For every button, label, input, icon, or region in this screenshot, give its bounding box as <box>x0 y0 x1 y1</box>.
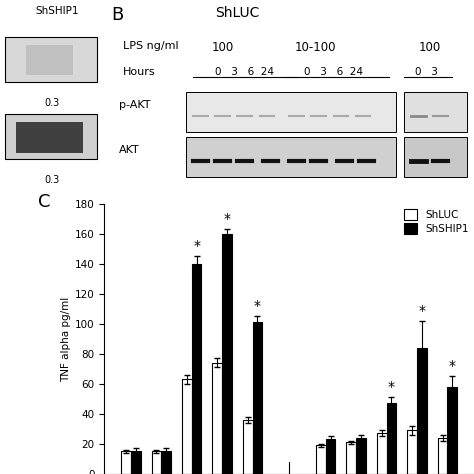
Text: ShLUC: ShLUC <box>215 6 260 20</box>
Bar <box>346 443 356 474</box>
Bar <box>26 45 73 75</box>
Text: Hours: Hours <box>123 67 155 77</box>
Text: 0.3: 0.3 <box>45 98 60 108</box>
Bar <box>152 451 161 474</box>
Text: 10-100: 10-100 <box>294 41 336 54</box>
Text: 100: 100 <box>211 41 234 54</box>
Bar <box>253 322 262 474</box>
Bar <box>387 403 396 474</box>
Bar <box>377 433 387 474</box>
Bar <box>222 234 232 474</box>
Bar <box>356 438 366 474</box>
Text: LPS ng/ml: LPS ng/ml <box>123 41 178 51</box>
Bar <box>407 430 417 474</box>
Bar <box>404 92 466 133</box>
Text: 0   3   6  24: 0 3 6 24 <box>304 67 363 77</box>
Bar <box>5 36 97 82</box>
Text: 100: 100 <box>419 41 441 54</box>
Bar <box>182 379 191 474</box>
Text: 0.3: 0.3 <box>45 175 60 185</box>
Bar <box>447 387 457 474</box>
Bar <box>404 137 466 177</box>
Text: *: * <box>224 212 230 227</box>
Bar <box>161 451 171 474</box>
Bar <box>243 420 253 474</box>
Text: *: * <box>419 304 425 318</box>
Text: *: * <box>193 239 200 253</box>
Bar <box>438 438 447 474</box>
Y-axis label: TNF alpha pg/ml: TNF alpha pg/ml <box>61 296 71 382</box>
Bar <box>186 137 396 177</box>
Text: *: * <box>388 381 395 394</box>
Text: C: C <box>38 193 50 211</box>
Text: 0   3   6  24: 0 3 6 24 <box>215 67 274 77</box>
Bar <box>5 114 97 159</box>
Text: AKT: AKT <box>119 145 140 155</box>
Text: p-AKT: p-AKT <box>119 100 151 110</box>
Text: B: B <box>112 6 124 24</box>
Text: *: * <box>254 300 261 313</box>
Text: ShSHIP1: ShSHIP1 <box>36 6 79 16</box>
Bar <box>326 439 336 474</box>
Bar <box>131 451 141 474</box>
Text: *: * <box>449 359 456 374</box>
Bar <box>16 122 83 153</box>
Bar <box>191 264 201 474</box>
Text: 0   3: 0 3 <box>415 67 438 77</box>
Bar <box>186 92 396 133</box>
Bar <box>316 446 326 474</box>
Bar <box>121 451 131 474</box>
Bar <box>212 363 222 474</box>
Bar <box>417 348 427 474</box>
Legend: ShLUC, ShSHIP1: ShLUC, ShSHIP1 <box>404 209 469 234</box>
